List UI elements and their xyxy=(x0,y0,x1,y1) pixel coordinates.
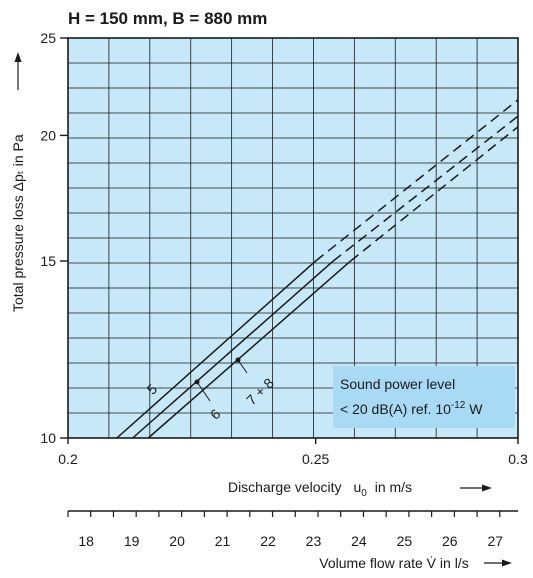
x-axis-label: Discharge velocity u0 in m/s xyxy=(228,479,412,499)
annotation-line1: Sound power level xyxy=(340,376,455,392)
series-dashed-line-2 xyxy=(332,115,519,262)
y-axis-arrow-icon xyxy=(14,52,22,90)
secondary-tick-label: 19 xyxy=(124,533,140,549)
x-tick-label: 0.25 xyxy=(302,451,329,467)
secondary-tick-label: 27 xyxy=(487,533,503,549)
leader-line-7-8 xyxy=(237,359,248,374)
x-tick-label: 0.3 xyxy=(508,451,528,467)
y-axis-ticks: 10 15 20 25 xyxy=(40,30,68,446)
plot-frame xyxy=(67,37,519,439)
secondary-tick-label: 24 xyxy=(351,533,367,549)
y-tick-label: 20 xyxy=(40,127,56,143)
annotation-line2-sup: -12 xyxy=(451,400,466,411)
sound-power-annotation: Sound power level < 20 dB(A) ref. 10-12 … xyxy=(333,366,515,428)
x-axis-label-prefix: Discharge velocity xyxy=(228,479,342,495)
annotation-box xyxy=(333,366,515,428)
secondary-tick-label: 20 xyxy=(169,533,185,549)
x-axis-ticks: 0.2 0.25 0.3 xyxy=(58,438,528,467)
x-tick-label: 0.2 xyxy=(58,451,78,467)
y-tick-label: 15 xyxy=(40,253,56,269)
secondary-tick-label: 21 xyxy=(215,533,231,549)
annotation-line2: < 20 dB(A) ref. 10-12 W xyxy=(340,400,483,417)
secondary-tick-label: 25 xyxy=(397,533,413,549)
chart-title: H = 150 mm, B = 880 mm xyxy=(68,9,267,28)
annotation-line2-prefix: < 20 dB(A) ref. 10 xyxy=(340,401,451,417)
series-line-2 xyxy=(132,260,334,439)
series-dashed-line-1 xyxy=(315,99,519,262)
secondary-arrow-head-icon xyxy=(502,559,512,567)
series-line-1 xyxy=(116,260,317,439)
leader-dot-6 xyxy=(194,379,200,385)
secondary-tick-label: 22 xyxy=(260,533,276,549)
secondary-tick-label: 26 xyxy=(442,533,458,549)
annotation-line2-suffix: W xyxy=(465,401,483,417)
secondary-tick-label: 18 xyxy=(78,533,94,549)
series-lines xyxy=(116,99,519,439)
y-tick-label: 25 xyxy=(40,30,56,46)
leader-dot-7-8 xyxy=(235,357,241,363)
y-tick-label: 10 xyxy=(40,430,56,446)
y-arrow-head xyxy=(14,52,22,62)
y-axis-label: Total pressure loss Δpₜ in Pa xyxy=(10,134,26,312)
grid-lines xyxy=(68,38,518,438)
series-dashed-line-3 xyxy=(350,126,519,262)
x-axis-label-var: u xyxy=(353,479,361,495)
x-axis-arrow-icon xyxy=(460,484,492,492)
secondary-axis: 18 19 20 21 22 23 24 25 26 27 Volume flow rate V̇ … xyxy=(67,510,518,571)
x-arrow-head xyxy=(482,484,492,492)
series-line-3 xyxy=(147,260,352,439)
x-axis-label-sub: 0 xyxy=(361,488,367,499)
x-axis-label-suffix: in m/s xyxy=(375,479,412,495)
secondary-tick-label: 23 xyxy=(306,533,322,549)
leader-line-6 xyxy=(196,381,211,402)
secondary-axis-label: Volume flow rate V̇ in l/s xyxy=(319,555,468,571)
